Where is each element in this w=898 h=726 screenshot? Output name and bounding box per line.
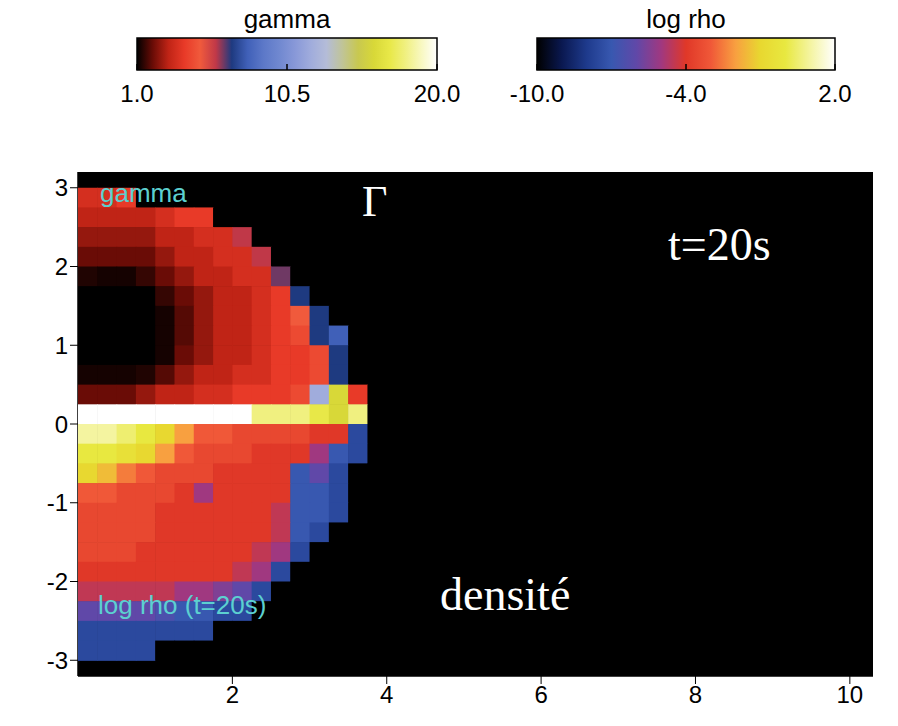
svg-text:2: 2 [55,253,68,280]
svg-text:gamma: gamma [244,4,331,34]
html-text:gamma: gamma [100,178,187,208]
svg-text:-4.0: -4.0 [665,80,706,107]
html-text:t=20s: t=20s [668,219,771,270]
svg-text:-3: -3 [47,647,68,674]
svg-text:2.0: 2.0 [818,80,851,107]
svg-text:-2: -2 [47,568,68,595]
html-text:log rho (t=20s): log rho (t=20s) [98,590,267,620]
svg-text:1: 1 [55,332,68,359]
svg-text:10.5: 10.5 [264,80,311,107]
svg-text:0: 0 [55,411,68,438]
html-text:densité: densité [440,569,571,620]
svg-text:6: 6 [534,681,547,708]
svg-text:-1: -1 [47,489,68,516]
svg-text:2: 2 [226,681,239,708]
svg-text:4: 4 [380,681,393,708]
svg-text:1.0: 1.0 [120,80,153,107]
svg-text:log rho: log rho [646,4,726,34]
svg-text:3: 3 [55,174,68,201]
svg-text:8: 8 [689,681,702,708]
svg-text:10: 10 [836,681,863,708]
svg-text:20.0: 20.0 [414,80,461,107]
svg-text:-10.0: -10.0 [510,80,565,107]
html-text:Γ: Γ [362,177,388,226]
